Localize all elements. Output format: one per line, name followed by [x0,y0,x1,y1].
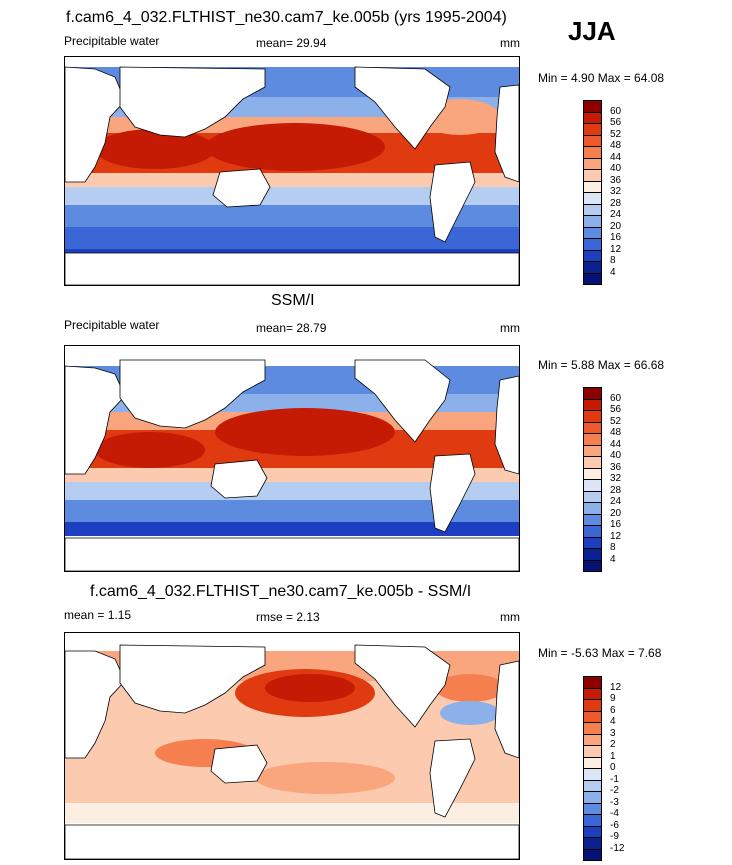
colorbar-tick-label: 3 [610,727,616,739]
colorbar-tick-label: -3 [610,796,619,808]
colorbar-tick-label: 12 [610,243,622,255]
panel-3-units: mm [500,610,520,624]
panel-3-minmax: Min = -5.63 Max = 7.68 [538,646,662,660]
colorbar-tick-label: 56 [610,404,622,415]
colorbar-swatch [583,848,602,861]
colorbar-tick-label: -12 [610,842,625,854]
colorbar-tick-label: 44 [610,151,622,163]
colorbar-swatch [583,272,602,285]
colorbar-tick-label: 24 [610,209,622,220]
panel-2-mean: mean= 28.79 [256,321,327,335]
colorbar-tick-label: -1 [610,773,619,785]
colorbar-tick-label: 32 [610,473,622,484]
colorbar-tick-label: 40 [610,450,622,461]
colorbar-tick-label: 24 [610,496,622,507]
colorbar-tick-label: 36 [610,461,622,473]
panel-3-title: f.cam6_4_032.FLTHIST_ne30.cam7_ke.005b -… [90,583,472,600]
colorbar-tick-label: 32 [610,186,622,197]
colorbar-tick-label: 56 [610,117,622,128]
panel-3-mean: mean = 1.15 [64,608,132,622]
colorbar-tick-label: 48 [610,427,622,438]
panel-2-field [65,346,519,571]
panel-1-variable-label: Precipitable water [64,34,160,48]
panel-1-colorbar: 60 56 52 48 44 40 36 32 28 24 20 16 12 8 4 [583,100,643,285]
colorbar-tick-label: 16 [610,519,622,530]
panel-3-colorbar: 12 9 6 4 3 2 1 0 -1 -2 -3 -4 -6 -9 -12 [583,676,643,861]
panel-1-minmax: Min = 4.90 Max = 64.08 [538,71,665,85]
panel-2-title: SSM/I [271,292,315,309]
colorbar-tick-label: 48 [610,140,622,151]
panel-2-units: mm [500,321,520,335]
colorbar-tick-label: 12 [610,681,622,693]
panel-1-units: mm [500,36,520,50]
colorbar-tick-label: 36 [610,174,622,186]
panel-3-map [64,632,520,860]
colorbar-tick-label: 1 [610,750,616,762]
colorbar-tick-label: -9 [610,831,619,842]
colorbar-tick-label: 8 [610,542,616,553]
panel-1-title: f.cam6_4_032.FLTHIST_ne30.cam7_ke.005b (… [66,9,507,26]
colorbar-tick-label: -4 [610,808,619,819]
colorbar-tick-label: 28 [610,197,622,209]
panel-1-map [64,56,520,286]
panel-3-rmse: rmse = 2.13 [256,610,320,624]
colorbar-swatch [583,559,602,572]
colorbar-tick-label: 52 [610,128,622,140]
colorbar-tick-label: 4 [610,266,616,278]
colorbar-tick-label: 60 [610,105,622,117]
colorbar-tick-label: 20 [610,220,622,232]
colorbar-tick-label: 20 [610,507,622,519]
colorbar-tick-label: 0 [610,762,616,773]
panel-1-field [65,57,519,285]
panel-2-colorbar: 60 56 52 48 44 40 36 32 28 24 20 16 12 8 4 [583,387,643,572]
colorbar-tick-label: 16 [610,232,622,243]
season-label: JJA [568,16,616,46]
colorbar-tick-label: -2 [610,785,619,796]
colorbar-tick-label: 60 [610,392,622,404]
colorbar-tick-label: 2 [610,739,616,750]
colorbar-tick-label: -6 [610,819,619,831]
colorbar-tick-label: 4 [610,553,616,565]
panel-1-mean: mean= 29.94 [256,36,327,50]
colorbar-tick-label: 6 [610,704,616,716]
panel-2-minmax: Min = 5.88 Max = 66.68 [538,358,665,372]
panel-3-field [65,633,519,859]
colorbar-tick-label: 9 [610,693,616,704]
colorbar-tick-label: 28 [610,484,622,496]
panel-2-variable-label: Precipitable water [64,318,160,332]
colorbar-tick-label: 40 [610,163,622,174]
colorbar-tick-label: 52 [610,415,622,427]
colorbar-tick-label: 44 [610,438,622,450]
colorbar-tick-label: 4 [610,716,616,727]
colorbar-tick-label: 8 [610,255,616,266]
colorbar-tick-label: 12 [610,530,622,542]
panel-2-map [64,345,520,572]
